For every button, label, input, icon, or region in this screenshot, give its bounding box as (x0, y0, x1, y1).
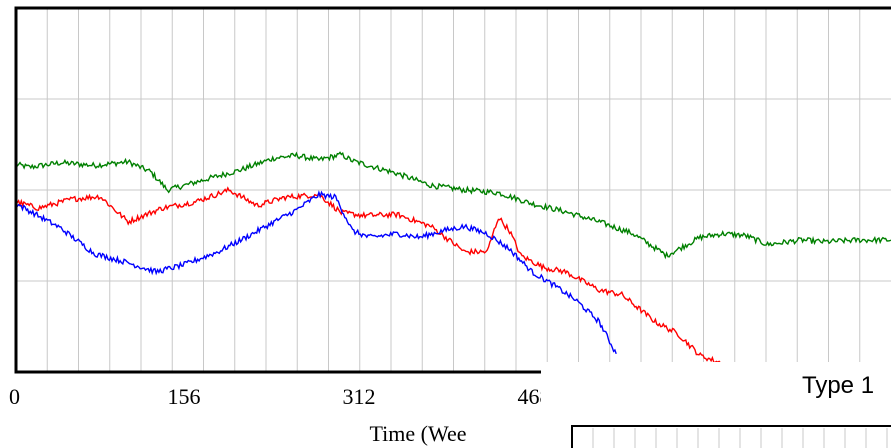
grid-layer (16, 8, 891, 372)
x-tick-label: 312 (343, 384, 376, 409)
plot-frame (14, 6, 891, 374)
overlay-frame (571, 425, 891, 448)
x-tick-label: 0 (9, 384, 20, 409)
overlay-chart-panel (541, 362, 891, 448)
series-line-0 (15, 151, 891, 260)
series-line-2 (15, 189, 617, 355)
series-line-1 (16, 186, 722, 364)
series-layer (15, 151, 891, 364)
overlay-chart-title: Type 1 (802, 372, 874, 399)
x-tick-label: 156 (168, 384, 201, 409)
x-axis-title: Time (Wee (369, 421, 466, 446)
overlay-chart-grid (571, 425, 891, 448)
